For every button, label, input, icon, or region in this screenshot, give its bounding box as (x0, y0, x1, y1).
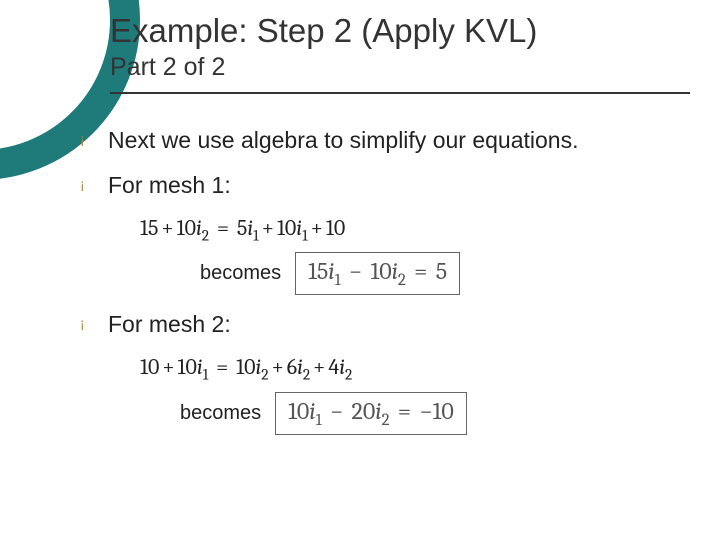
title-main: Example: Step 2 (Apply KVL) (110, 10, 690, 51)
bullet-row: ¡ Next we use algebra to simplify our eq… (80, 125, 680, 156)
bullet-row: ¡ For mesh 1: (80, 170, 680, 201)
title-underline (110, 92, 690, 94)
bullet-marker: ¡ (80, 309, 108, 337)
equation-text: 10+10i1 = 10i2+6i2+4i2 (140, 354, 352, 383)
mesh2-becomes-line: becomes 10i1 − 20i2 = −10 (180, 392, 680, 435)
bullet-text: For mesh 1: (108, 170, 231, 201)
bullet-marker: ¡ (80, 125, 108, 153)
bullet-text: Next we use algebra to simplify our equa… (108, 125, 578, 156)
mesh1-becomes-line: becomes 15i1 − 10i2 = 5 (200, 252, 680, 295)
title-subtitle: Part 2 of 2 (110, 53, 690, 82)
bullet-marker: ¡ (80, 170, 108, 198)
becomes-label: becomes (180, 402, 261, 425)
slide: { "accent_color": "#1f7a7a", "bullet_col… (0, 0, 720, 540)
equation-text: 15+10i2 = 5i1+10i1+10 (140, 215, 345, 244)
body: ¡ Next we use algebra to simplify our eq… (80, 125, 680, 449)
mesh1-equation: 15+10i2 = 5i1+10i1+10 (140, 215, 680, 244)
bullet-row: ¡ For mesh 2: (80, 309, 680, 340)
mesh2-simplified-box: 10i1 − 20i2 = −10 (275, 392, 467, 435)
title-block: Example: Step 2 (Apply KVL) Part 2 of 2 (110, 10, 690, 94)
becomes-label: becomes (200, 262, 281, 285)
mesh1-simplified-box: 15i1 − 10i2 = 5 (295, 252, 460, 295)
mesh2-equation: 10+10i1 = 10i2+6i2+4i2 (140, 354, 680, 383)
bullet-text: For mesh 2: (108, 309, 231, 340)
